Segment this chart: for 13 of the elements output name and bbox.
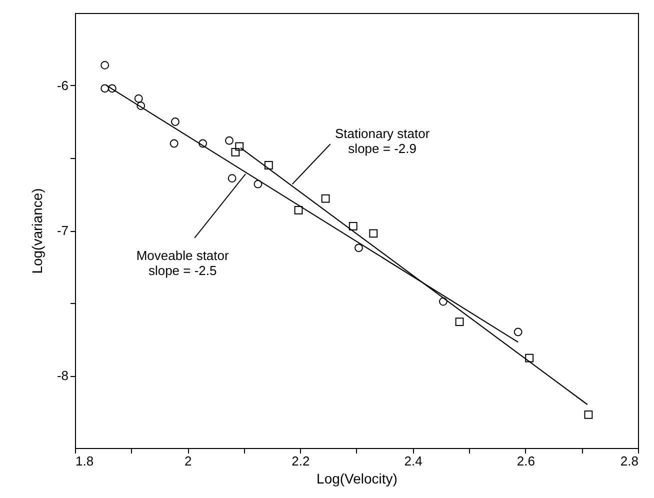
- y-tick-label: -8: [56, 368, 68, 383]
- x-tick-label: 2: [184, 454, 192, 468]
- y-axis-title: Log(variance): [28, 188, 45, 274]
- x-tick-label: 2.2: [292, 454, 310, 468]
- y-tick-label: -6: [56, 78, 68, 93]
- annotation: Stationary stator slope = -2.9: [334, 126, 430, 156]
- x-axis-title: Log(Velocity): [316, 470, 398, 486]
- x-tick-label: 1.8: [76, 454, 94, 468]
- y-tick-label: -7: [56, 223, 68, 238]
- annotation: Moveable stator slope = -2.5: [136, 248, 230, 278]
- x-tick-label: 2.8: [620, 454, 638, 468]
- x-tick-label: 2.4: [404, 454, 422, 468]
- x-tick-label: 2.6: [516, 454, 535, 468]
